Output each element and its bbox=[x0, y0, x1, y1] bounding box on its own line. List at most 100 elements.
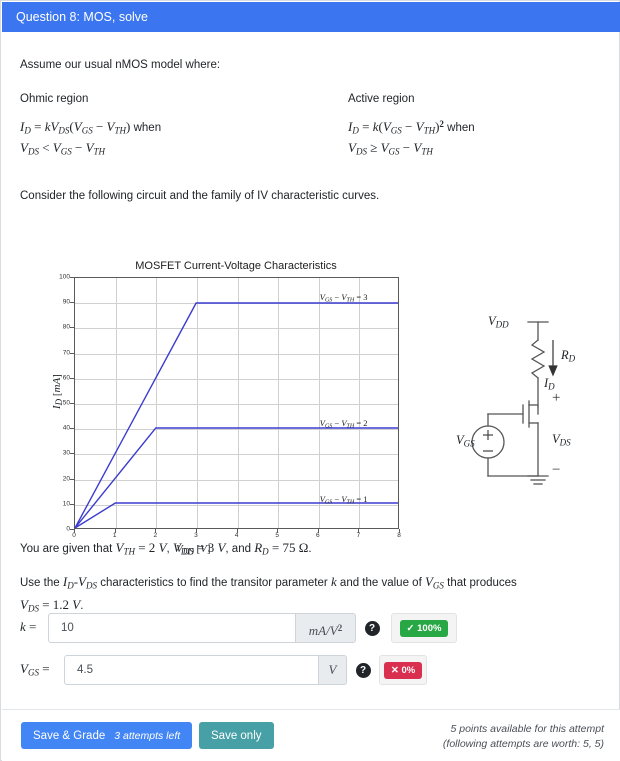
vgs-grade-value: 0% bbox=[401, 664, 416, 676]
gridline-vertical bbox=[318, 278, 320, 528]
x-tick-label: 8 bbox=[397, 532, 401, 539]
chart-title: MOSFET Current-Voltage Characteristics bbox=[135, 260, 337, 272]
id-label: ID bbox=[544, 376, 555, 392]
ohmic-formula-1: ID = kVDS(VGS − VTH) when bbox=[20, 119, 162, 136]
vgs-status-badge: ✕ 0% bbox=[383, 661, 423, 679]
k-input[interactable]: 10 bbox=[48, 613, 296, 643]
chart-curves bbox=[74, 302, 398, 529]
ohmic-heading: Ohmic region bbox=[20, 93, 89, 105]
given-period: . bbox=[308, 543, 312, 555]
x-tick-mark bbox=[155, 529, 157, 533]
x-tick-label: 0 bbox=[72, 532, 76, 539]
question-mark-icon: ? bbox=[355, 662, 371, 678]
y-tick-label: 10 bbox=[62, 500, 70, 508]
y-tick-label: 30 bbox=[62, 449, 70, 457]
x-tick-mark bbox=[195, 529, 197, 533]
y-tick-mark bbox=[70, 327, 74, 329]
curve-label: VGS − VTH = 2 bbox=[319, 418, 368, 430]
x-tick-mark bbox=[317, 529, 319, 533]
k-status-badge: ✓ 100% bbox=[399, 619, 449, 637]
gridline-vertical bbox=[237, 278, 239, 528]
y-tick-label: 80 bbox=[62, 323, 70, 331]
iv-curve bbox=[74, 427, 398, 529]
vds-minus-sign: − bbox=[552, 462, 561, 478]
y-tick-label: 90 bbox=[62, 298, 70, 306]
x-tick-mark bbox=[114, 529, 116, 533]
y-tick-mark bbox=[70, 478, 74, 480]
iv-chart: MOSFET Current-Voltage Characteristics 0… bbox=[51, 260, 416, 557]
consider-text: Consider the following circuit and the f… bbox=[20, 190, 380, 202]
vgs-unit-addon: V bbox=[319, 655, 347, 685]
k-grade-value: 100% bbox=[417, 622, 442, 634]
vds-label: VDS bbox=[552, 432, 571, 448]
y-tick-mark bbox=[70, 529, 74, 530]
active-formula-2: VDS ≥ VGS − VTH bbox=[348, 140, 433, 157]
y-tick-mark bbox=[70, 503, 74, 505]
x-tick-label: 4 bbox=[234, 532, 239, 539]
y-tick-label: 40 bbox=[62, 424, 70, 432]
given-prefix: You are given that bbox=[20, 543, 113, 555]
vgs-grade-wrap: ✕ 0% bbox=[379, 655, 427, 685]
save-only-button[interactable]: Save only bbox=[199, 722, 274, 749]
vgs-input[interactable]: 4.5 bbox=[64, 655, 319, 685]
iv-curve bbox=[74, 502, 398, 529]
question-body: Assume our usual nMOS model where: Ohmic… bbox=[1, 32, 620, 709]
gridline-horizontal bbox=[75, 378, 398, 380]
question-mark-icon: ? bbox=[364, 620, 380, 636]
task-text: Use the ID-VDS characteristics to find t… bbox=[20, 574, 517, 614]
gridline-vertical bbox=[156, 278, 158, 528]
x-tick-mark bbox=[74, 529, 75, 533]
active-heading: Active region bbox=[348, 93, 415, 105]
task-b: characteristics to find the transitor pa… bbox=[100, 577, 328, 589]
y-tick-mark bbox=[70, 352, 74, 354]
y-tick-mark bbox=[70, 377, 74, 379]
given-comma-2: , and bbox=[225, 543, 251, 555]
k-help-button[interactable]: ? bbox=[361, 613, 383, 643]
x-tick-mark bbox=[277, 529, 279, 533]
y-tick-label: 70 bbox=[62, 349, 70, 357]
vgs-grade-icon: ✕ bbox=[390, 664, 399, 676]
y-tick-label: 100 bbox=[59, 273, 70, 281]
x-tick-label: 7 bbox=[356, 532, 361, 539]
k-label: k = bbox=[20, 619, 37, 634]
task-d: that produces bbox=[447, 577, 517, 589]
k-grade-wrap: ✓ 100% bbox=[391, 613, 457, 643]
attempts-left-label: 3 attempts left bbox=[114, 729, 181, 742]
gridline-vertical bbox=[196, 278, 198, 528]
x-tick-mark bbox=[358, 529, 360, 533]
k-grade-icon: ✓ bbox=[406, 622, 415, 634]
gridline-horizontal bbox=[75, 404, 398, 405]
gridline-horizontal bbox=[75, 353, 398, 355]
save-grade-label: Save & Grade bbox=[33, 729, 106, 742]
card-footer: Save & Grade 3 attempts left Save only 5… bbox=[2, 709, 620, 761]
y-tick-mark bbox=[70, 453, 74, 455]
y-tick-mark bbox=[70, 277, 74, 278]
points-line-2: (following attempts are worth: 5, 5) bbox=[442, 738, 604, 750]
curve-label: VGS − VTH = 3 bbox=[319, 292, 368, 304]
question-header: Question 8: MOS, solve bbox=[2, 2, 620, 32]
vgs-label: VGS bbox=[456, 433, 475, 449]
vdd-label: VDD bbox=[488, 314, 509, 330]
gridline-vertical bbox=[278, 278, 280, 528]
vgs-help-button[interactable]: ? bbox=[352, 655, 374, 685]
y-tick-label: 0 bbox=[66, 525, 70, 533]
gridline-horizontal bbox=[75, 429, 398, 431]
points-line-1: 5 points available for this attempt bbox=[450, 723, 604, 735]
x-tick-label: 1 bbox=[112, 532, 117, 539]
x-tick-label: 2 bbox=[153, 532, 158, 539]
y-tick-label: 20 bbox=[62, 475, 70, 483]
gridline-vertical bbox=[115, 278, 117, 528]
current-arrow-icon bbox=[548, 340, 558, 377]
chart-x-axis-label: VDS [V] bbox=[176, 543, 211, 557]
y-tick-mark bbox=[70, 428, 74, 430]
vds-plus-sign: + bbox=[552, 390, 561, 406]
x-tick-label: 6 bbox=[315, 532, 320, 539]
save-and-grade-button[interactable]: Save & Grade 3 attempts left bbox=[21, 722, 193, 749]
task-c: and the value of bbox=[339, 577, 422, 589]
gridline-vertical bbox=[359, 278, 361, 528]
given-text: You are given that VTH = 2 V, VDD = 3 V,… bbox=[20, 540, 312, 557]
iv-curve bbox=[74, 302, 398, 529]
y-tick-label: 50 bbox=[62, 399, 70, 407]
task-a: Use the bbox=[20, 577, 60, 589]
